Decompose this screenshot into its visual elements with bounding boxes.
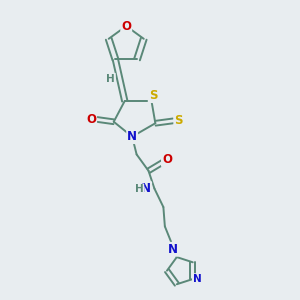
Text: S: S xyxy=(149,89,157,102)
Text: N: N xyxy=(168,243,178,256)
Text: O: O xyxy=(162,153,172,166)
Text: H: H xyxy=(106,74,115,84)
Text: O: O xyxy=(121,20,131,33)
Text: H: H xyxy=(135,184,143,194)
Text: S: S xyxy=(174,114,183,128)
Text: N: N xyxy=(193,274,202,284)
Text: N: N xyxy=(127,130,137,143)
Text: N: N xyxy=(141,182,151,195)
Text: O: O xyxy=(86,113,96,126)
